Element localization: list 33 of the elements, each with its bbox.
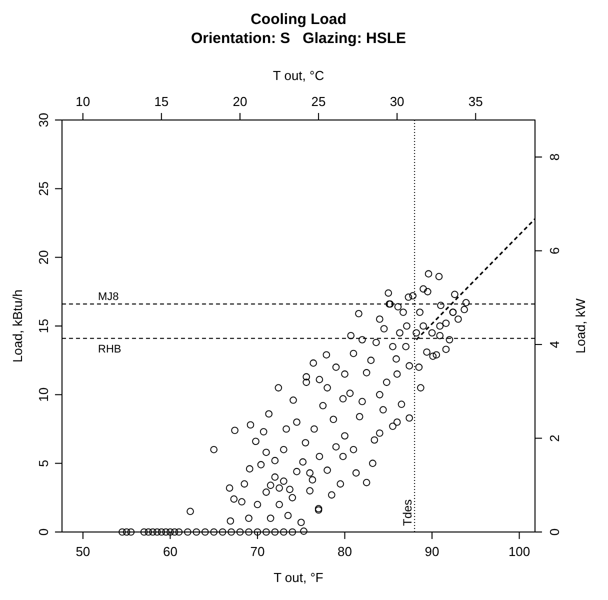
chart-title: Cooling Load — [250, 11, 346, 28]
x2-tick-label: 15 — [154, 94, 169, 109]
y-axis-title: Load, kBtu/h — [10, 290, 25, 362]
y-tick-label: 5 — [36, 460, 51, 467]
x-axis-title: T out, °F — [274, 570, 324, 585]
y2-tick-label: 0 — [547, 528, 562, 536]
chart-subtitle: Orientation: S Glazing: HSLE — [190, 30, 406, 47]
x-tick-label: 90 — [424, 544, 440, 559]
x2-tick-label: 35 — [468, 94, 483, 109]
x-tick-label: 80 — [338, 544, 352, 559]
y-tick-label: 10 — [36, 387, 51, 402]
y-tick-label: 20 — [36, 250, 51, 265]
x2-tick-label: 20 — [232, 94, 248, 109]
y2-axis-title: Load, kW — [573, 298, 588, 354]
y2-tick-label: 4 — [547, 340, 562, 348]
ref-line-label: RHB — [98, 343, 122, 356]
y2-tick-label: 6 — [547, 247, 562, 254]
y-tick-label: 30 — [36, 112, 51, 128]
x-tick-label: 100 — [508, 544, 530, 559]
x2-tick-label: 30 — [390, 94, 404, 109]
y2-tick-label: 8 — [547, 153, 562, 161]
ref-line-label: Tdes — [400, 499, 415, 526]
ref-line-label: MJ8 — [98, 291, 119, 304]
y2-tick-label: 2 — [547, 434, 562, 442]
y-tick-label: 15 — [36, 318, 51, 334]
x2-axis-title: T out, °C — [272, 68, 324, 83]
y-tick-label: 0 — [36, 528, 51, 536]
x2-tick-label: 25 — [311, 94, 326, 109]
x-tick-label: 60 — [162, 544, 178, 559]
x-tick-label: 70 — [250, 544, 265, 559]
x2-tick-label: 10 — [76, 94, 90, 109]
x-tick-label: 50 — [76, 544, 90, 559]
y-tick-label: 25 — [36, 181, 51, 196]
